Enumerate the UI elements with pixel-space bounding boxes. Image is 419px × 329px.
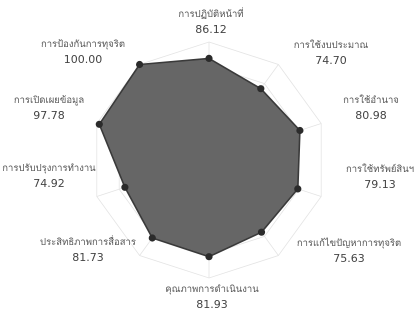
data-point: [296, 126, 304, 135]
value-label: 100.00: [64, 53, 103, 66]
value-label: 74.70: [315, 54, 347, 67]
axis-label: การป้องกันการทุจริต: [41, 39, 125, 50]
data-point: [95, 120, 103, 128]
value-label: 75.63: [333, 252, 365, 265]
axis-label: ประสิทธิภาพการสื่อสาร: [40, 235, 136, 248]
value-label: 74.92: [33, 177, 65, 190]
value-label: 97.78: [33, 109, 65, 122]
axis-label: การปฏิบัติหน้าที่: [178, 7, 243, 20]
axis-label: คุณภาพการดำเนินงาน: [165, 284, 259, 295]
value-label: 86.12: [195, 23, 227, 36]
axis-label: การปรับปรุงการทำงาน: [2, 163, 96, 174]
value-label: 81.93: [196, 298, 228, 311]
axis-label: การเปิดเผยข้อมูล: [14, 95, 84, 106]
value-label: 79.13: [364, 178, 396, 191]
axis-label: การใช้งบประมาณ: [294, 39, 369, 51]
series-area: [98, 57, 301, 258]
data-point: [294, 185, 302, 193]
axis-label: การแก้ไขปัญหาการทุจริต: [297, 237, 401, 249]
data-point: [148, 234, 156, 242]
data-point: [121, 183, 129, 191]
data-point: [205, 54, 213, 63]
data-point: [136, 60, 144, 69]
radar-labels: การปฏิบัติหน้าที่ 86.12 การใช้งบประมาณ 74.7…: [2, 7, 414, 311]
radar-points: [95, 54, 304, 261]
value-label: 80.98: [355, 109, 387, 122]
data-point: [257, 85, 265, 93]
axis-label: การใช้ทรัพย์สินฯ: [346, 163, 414, 175]
axis-label: การใช้อำนาจ: [343, 94, 399, 106]
value-label: 81.73: [72, 251, 104, 264]
radar-area: [98, 57, 301, 258]
data-point: [257, 228, 266, 236]
data-point: [205, 253, 213, 261]
